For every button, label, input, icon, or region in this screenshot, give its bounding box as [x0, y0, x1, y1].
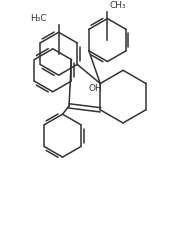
Text: H₃C: H₃C [30, 14, 47, 23]
Text: OH: OH [89, 84, 102, 93]
Text: CH₃: CH₃ [109, 1, 126, 10]
